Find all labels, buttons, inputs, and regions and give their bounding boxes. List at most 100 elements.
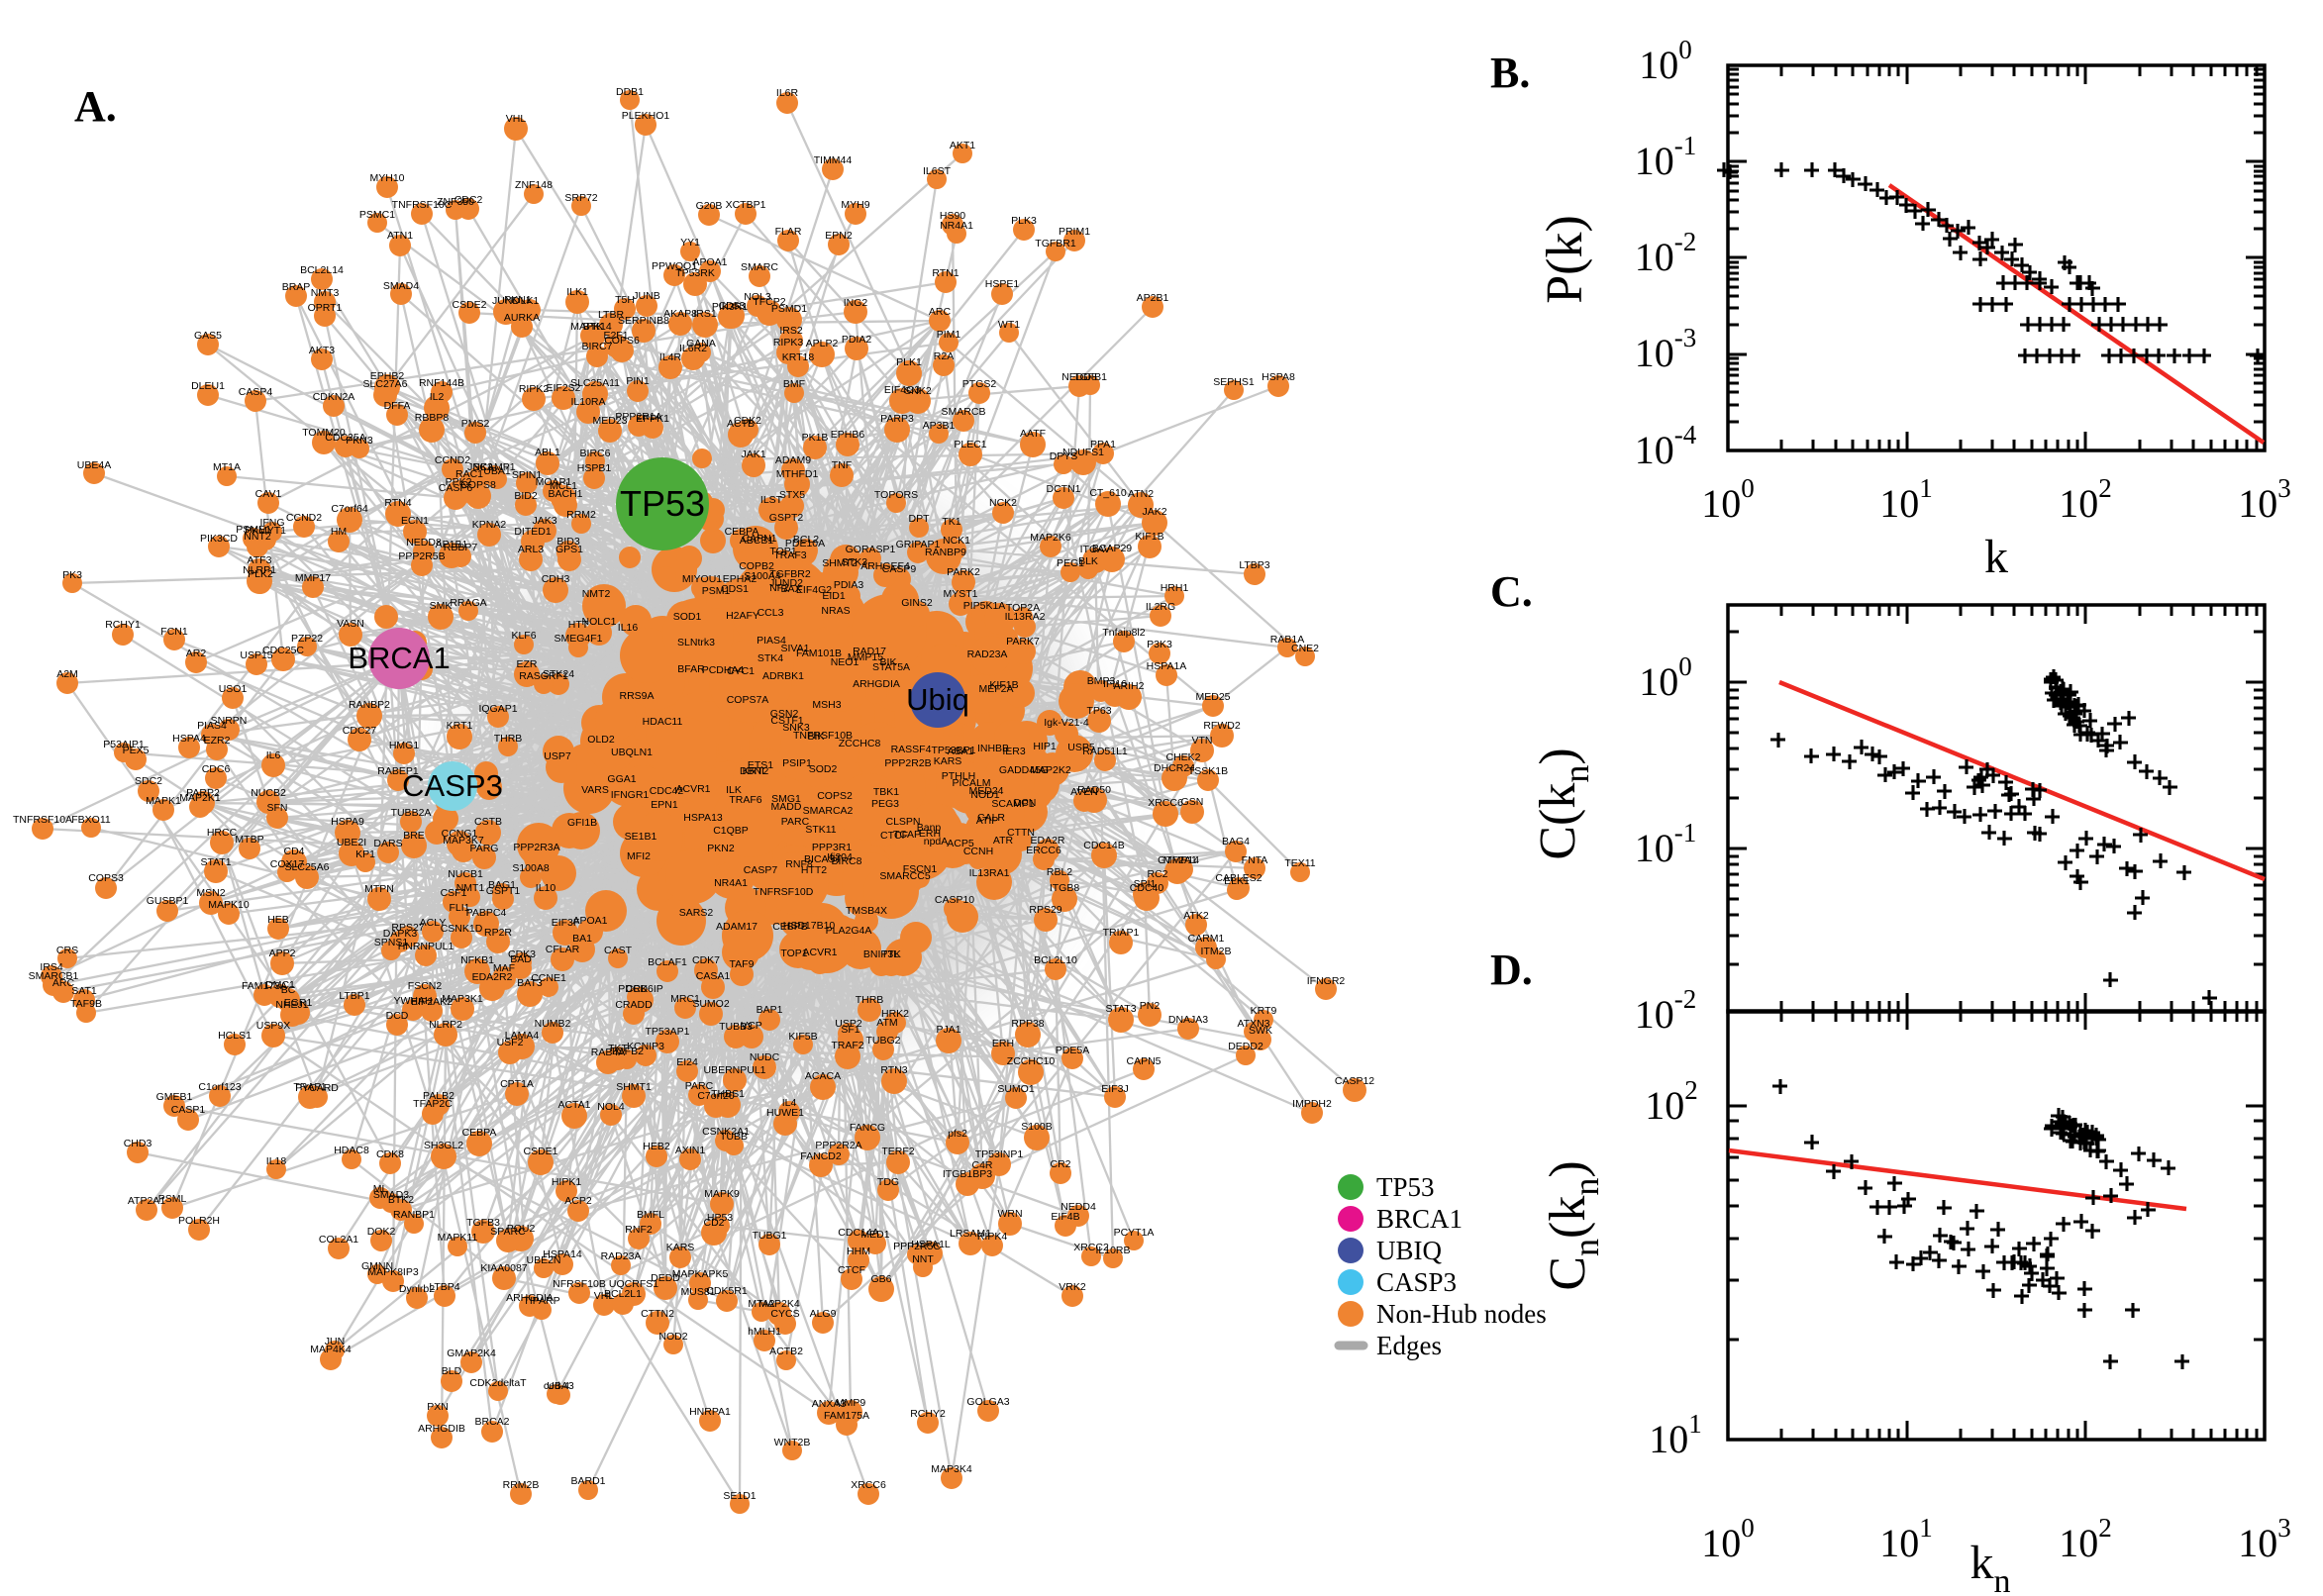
svg-text:KIAA0087: KIAA0087 xyxy=(480,1262,527,1274)
svg-text:SNK3: SNK3 xyxy=(782,722,810,734)
svg-text:UBA3: UBA3 xyxy=(547,1380,574,1392)
svg-text:BCLAF1: BCLAF1 xyxy=(648,956,687,968)
svg-text:S100A4: S100A4 xyxy=(744,570,781,582)
svg-text:SEPHS1: SEPHS1 xyxy=(1213,376,1255,388)
svg-text:NDUFS1: NDUFS1 xyxy=(1062,447,1104,458)
svg-text:CHD3: CHD3 xyxy=(124,1138,152,1149)
svg-text:P53AIP1: P53AIP1 xyxy=(103,739,145,750)
svg-text:ILK: ILK xyxy=(726,784,742,796)
svg-text:DDB1: DDB1 xyxy=(616,86,644,98)
svg-text:TDG: TDG xyxy=(877,1176,899,1188)
svg-text:SCAMP1: SCAMP1 xyxy=(991,798,1034,810)
svg-text:NEDD4: NEDD4 xyxy=(1060,1201,1096,1213)
svg-text:RIPK2: RIPK2 xyxy=(519,383,550,395)
svg-text:TNFRSF10A: TNFRSF10A xyxy=(13,814,72,826)
svg-text:CDC6: CDC6 xyxy=(202,763,231,775)
svg-text:RRM2B: RRM2B xyxy=(503,1479,540,1491)
svg-text:BACH1: BACH1 xyxy=(548,488,582,500)
svg-text:EIF4G2: EIF4G2 xyxy=(796,584,832,596)
svg-text:EPN2: EPN2 xyxy=(825,230,853,242)
svg-text:MYST1: MYST1 xyxy=(943,588,977,600)
svg-text:FAM175A: FAM175A xyxy=(824,1410,869,1422)
svg-text:HSPA1L: HSPA1L xyxy=(911,1239,951,1250)
svg-text:RAB4A: RAB4A xyxy=(591,1047,625,1058)
svg-text:DCD: DCD xyxy=(386,1010,409,1022)
svg-text:FLI1: FLI1 xyxy=(449,902,469,914)
svg-text:KIF1B: KIF1B xyxy=(1135,531,1163,543)
svg-text:THRB: THRB xyxy=(494,733,523,745)
svg-text:CEBPA: CEBPA xyxy=(725,526,759,538)
svg-text:TFAP2C: TFAP2C xyxy=(413,1098,453,1110)
svg-text:RC2: RC2 xyxy=(1147,868,1167,880)
svg-text:PICALM: PICALM xyxy=(952,777,990,789)
svg-text:TFCP2: TFCP2 xyxy=(753,296,785,308)
svg-text:SMARCA2: SMARCA2 xyxy=(803,805,854,817)
svg-text:RANBP9: RANBP9 xyxy=(925,547,966,558)
svg-text:GAS5: GAS5 xyxy=(194,330,222,342)
svg-text:GFI1B: GFI1B xyxy=(567,817,597,829)
svg-text:THBS1: THBS1 xyxy=(711,1088,745,1100)
svg-text:PSME1: PSME1 xyxy=(236,524,271,536)
svg-text:CASP1: CASP1 xyxy=(171,1104,206,1116)
svg-text:PARG: PARG xyxy=(470,843,499,854)
svg-text:ATIP: ATIP xyxy=(976,815,999,827)
svg-text:IL6ST: IL6ST xyxy=(923,165,952,177)
svg-text:DEDD2: DEDD2 xyxy=(1228,1041,1263,1052)
svg-text:CDC25C: CDC25C xyxy=(262,645,304,656)
svg-text:CDKN2A: CDKN2A xyxy=(313,391,355,403)
svg-text:IL6R2: IL6R2 xyxy=(679,343,707,354)
svg-text:MAPK14: MAPK14 xyxy=(570,321,612,333)
svg-text:BTK: BTK xyxy=(583,321,603,333)
svg-text:AKT3: AKT3 xyxy=(309,345,335,356)
svg-text:DLEU1: DLEU1 xyxy=(191,380,225,392)
svg-text:T5H: T5H xyxy=(615,294,635,306)
svg-text:CHEK2: CHEK2 xyxy=(1165,751,1200,763)
svg-text:SNK2: SNK2 xyxy=(904,385,932,397)
svg-text:IFNGR2: IFNGR2 xyxy=(1307,975,1346,987)
svg-text:COPS6: COPS6 xyxy=(604,335,640,347)
svg-text:HRH1: HRH1 xyxy=(1161,582,1189,594)
svg-text:STK24: STK24 xyxy=(543,668,574,680)
svg-text:IL10RB: IL10RB xyxy=(1095,1245,1130,1256)
svg-text:XCTBP1: XCTBP1 xyxy=(726,199,766,211)
svg-text:LTBP4: LTBP4 xyxy=(429,1281,459,1293)
svg-text:RRAGA: RRAGA xyxy=(450,597,486,609)
svg-text:MIYOU1: MIYOU1 xyxy=(682,573,722,585)
svg-text:PPWQO1: PPWQO1 xyxy=(652,260,697,272)
svg-text:RTN3: RTN3 xyxy=(880,1064,907,1076)
svg-text:SOD2: SOD2 xyxy=(809,763,838,775)
svg-text:VASN: VASN xyxy=(337,618,364,630)
svg-text:SMARCB1: SMARCB1 xyxy=(29,970,79,982)
svg-text:k: k xyxy=(1984,531,2008,583)
svg-text:TIPARP: TIPARP xyxy=(523,1295,559,1307)
svg-text:ARHGDIB: ARHGDIB xyxy=(418,1423,465,1435)
svg-text:CT_610: CT_610 xyxy=(1089,487,1127,499)
svg-text:MYH10: MYH10 xyxy=(369,172,404,184)
svg-text:ITGB8: ITGB8 xyxy=(1050,882,1080,894)
svg-text:RBBP7: RBBP7 xyxy=(444,542,478,553)
svg-text:ZCCHC10: ZCCHC10 xyxy=(1007,1055,1056,1067)
svg-text:STAT3: STAT3 xyxy=(1105,1003,1136,1015)
svg-text:R2A: R2A xyxy=(934,350,954,362)
svg-text:PN2: PN2 xyxy=(1140,1000,1161,1012)
svg-text:PIK3CD: PIK3CD xyxy=(200,533,238,545)
svg-text:SLC25A6: SLC25A6 xyxy=(285,861,330,873)
svg-text:KIF1B: KIF1B xyxy=(989,679,1018,691)
svg-text:PDCD6IP: PDCD6IP xyxy=(618,983,663,995)
svg-text:CDK5R1: CDK5R1 xyxy=(706,1285,748,1297)
svg-text:CTTN: CTTN xyxy=(1007,827,1035,839)
svg-text:PPP2R5C: PPP2R5C xyxy=(893,1241,941,1252)
svg-text:EGR1: EGR1 xyxy=(284,997,313,1009)
svg-text:NOL3: NOL3 xyxy=(744,291,771,303)
svg-text:CD4: CD4 xyxy=(283,846,304,857)
svg-text:WRN: WRN xyxy=(997,1208,1022,1220)
svg-text:MTHFD1: MTHFD1 xyxy=(776,468,819,480)
svg-text:RBBP8: RBBP8 xyxy=(415,412,450,424)
svg-text:HSPA14: HSPA14 xyxy=(543,1248,582,1260)
svg-text:EPPK1: EPPK1 xyxy=(636,413,669,425)
svg-text:FANCD2: FANCD2 xyxy=(800,1150,842,1162)
svg-text:TBK1: TBK1 xyxy=(873,786,899,798)
svg-text:MED1: MED1 xyxy=(860,1229,889,1241)
svg-text:TOMM20: TOMM20 xyxy=(302,427,346,439)
svg-text:RRM2: RRM2 xyxy=(566,509,596,521)
